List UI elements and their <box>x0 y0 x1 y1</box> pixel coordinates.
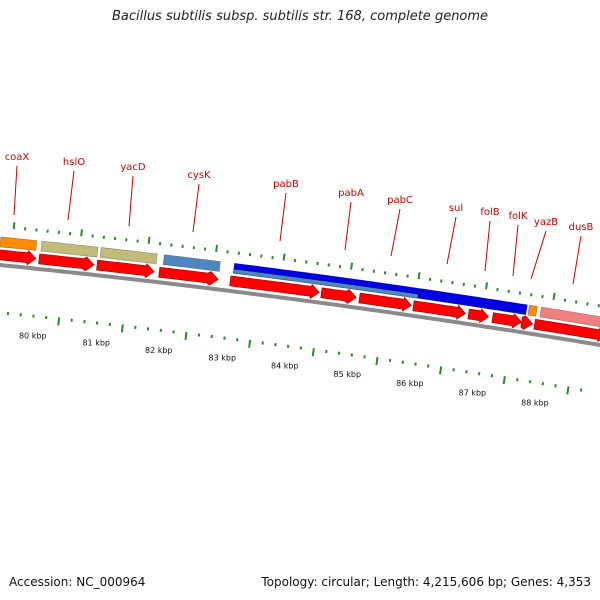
gene-leader-line <box>446 216 457 265</box>
gene-leader-line <box>67 170 75 221</box>
gene-leader-line <box>512 224 519 277</box>
gene-leader-line <box>128 175 134 227</box>
ruler-label: 86 kbp <box>396 379 424 388</box>
cds-arrow <box>412 300 466 320</box>
gene-label: yazB <box>534 217 558 228</box>
cds-arrow <box>0 249 37 266</box>
outer-tick <box>552 292 556 301</box>
cds-arrow <box>158 266 219 286</box>
hslO-feature <box>40 240 99 258</box>
gene-leader-line <box>530 230 547 280</box>
cysK-feature <box>162 254 221 272</box>
gene-leader-line <box>279 192 287 242</box>
yazB-feature <box>527 304 538 317</box>
ruler-label: 87 kbp <box>459 388 487 397</box>
ruler-label: 83 kbp <box>209 354 237 363</box>
pab-subfeature <box>232 268 419 299</box>
gene-leader-line <box>344 201 352 251</box>
cds-arrow <box>533 318 600 343</box>
ruler-label: 82 kbp <box>145 346 173 355</box>
cds-arrow <box>229 275 320 299</box>
gene-label: folK <box>509 211 528 222</box>
ruler-label: 84 kbp <box>271 362 299 371</box>
gene-leader-line <box>572 235 582 285</box>
cds-arrow <box>467 308 489 324</box>
ruler-label: 85 kbp <box>334 370 362 379</box>
outer-tick <box>282 253 286 261</box>
outer-tick <box>80 229 83 237</box>
outer-tick <box>350 262 354 270</box>
cds-arrow <box>320 287 357 304</box>
ruler-tick <box>502 376 506 385</box>
cds-arrow <box>520 315 534 330</box>
ruler-tick <box>248 339 252 348</box>
yacD-feature <box>99 247 158 265</box>
accession-value: NC_000964 <box>76 575 146 589</box>
cds-arrow <box>491 312 523 329</box>
ruler-tick <box>566 386 570 395</box>
accession-text: Accession: NC_000964 <box>9 575 145 589</box>
genome-backbone <box>0 262 600 348</box>
ruler-tick <box>184 331 188 340</box>
outer-tick <box>485 282 489 290</box>
outer-tick <box>12 222 16 230</box>
gene-label: cysK <box>187 170 211 181</box>
cds-arrow <box>96 259 155 279</box>
ruler-tick <box>120 324 124 333</box>
ruler-tick <box>57 317 61 326</box>
genome-summary: Topology: circular; Length: 4,215,606 bp… <box>261 575 591 589</box>
cds-arrow <box>358 292 412 312</box>
ruler-label: 80 kbp <box>19 332 47 341</box>
outer-tick <box>147 236 151 244</box>
outer-tick <box>417 272 421 280</box>
gene-label: hslO <box>63 157 85 168</box>
gene-label: sul <box>449 203 463 214</box>
gene-leader-line <box>484 220 491 272</box>
dusB-feature <box>539 306 600 328</box>
gene-label: coaX <box>5 152 30 163</box>
gene-label: pabB <box>273 179 299 190</box>
cds-arrow <box>38 253 95 272</box>
gene-label: folB <box>480 207 499 218</box>
gene-leader-line <box>13 165 18 216</box>
ruler-tick <box>311 348 315 357</box>
ruler-label: 81 kbp <box>82 339 110 348</box>
outer-tick <box>215 244 218 253</box>
map-title: Bacillus subtilis subsp. subtilis str. 1… <box>111 9 489 24</box>
accession-label: Accession: <box>9 575 73 589</box>
ruler-label: 88 kbp <box>521 398 549 407</box>
gene-leader-line <box>390 208 401 257</box>
gene-label: pabA <box>338 188 364 199</box>
gene-leader-line <box>192 183 200 233</box>
ruler-tick <box>439 366 443 375</box>
coaX-feature <box>0 236 38 251</box>
ruler-tick <box>375 356 379 366</box>
gene-label: pabC <box>387 195 413 206</box>
gene-label: yacD <box>120 162 146 173</box>
gene-label: dusB <box>569 222 594 233</box>
